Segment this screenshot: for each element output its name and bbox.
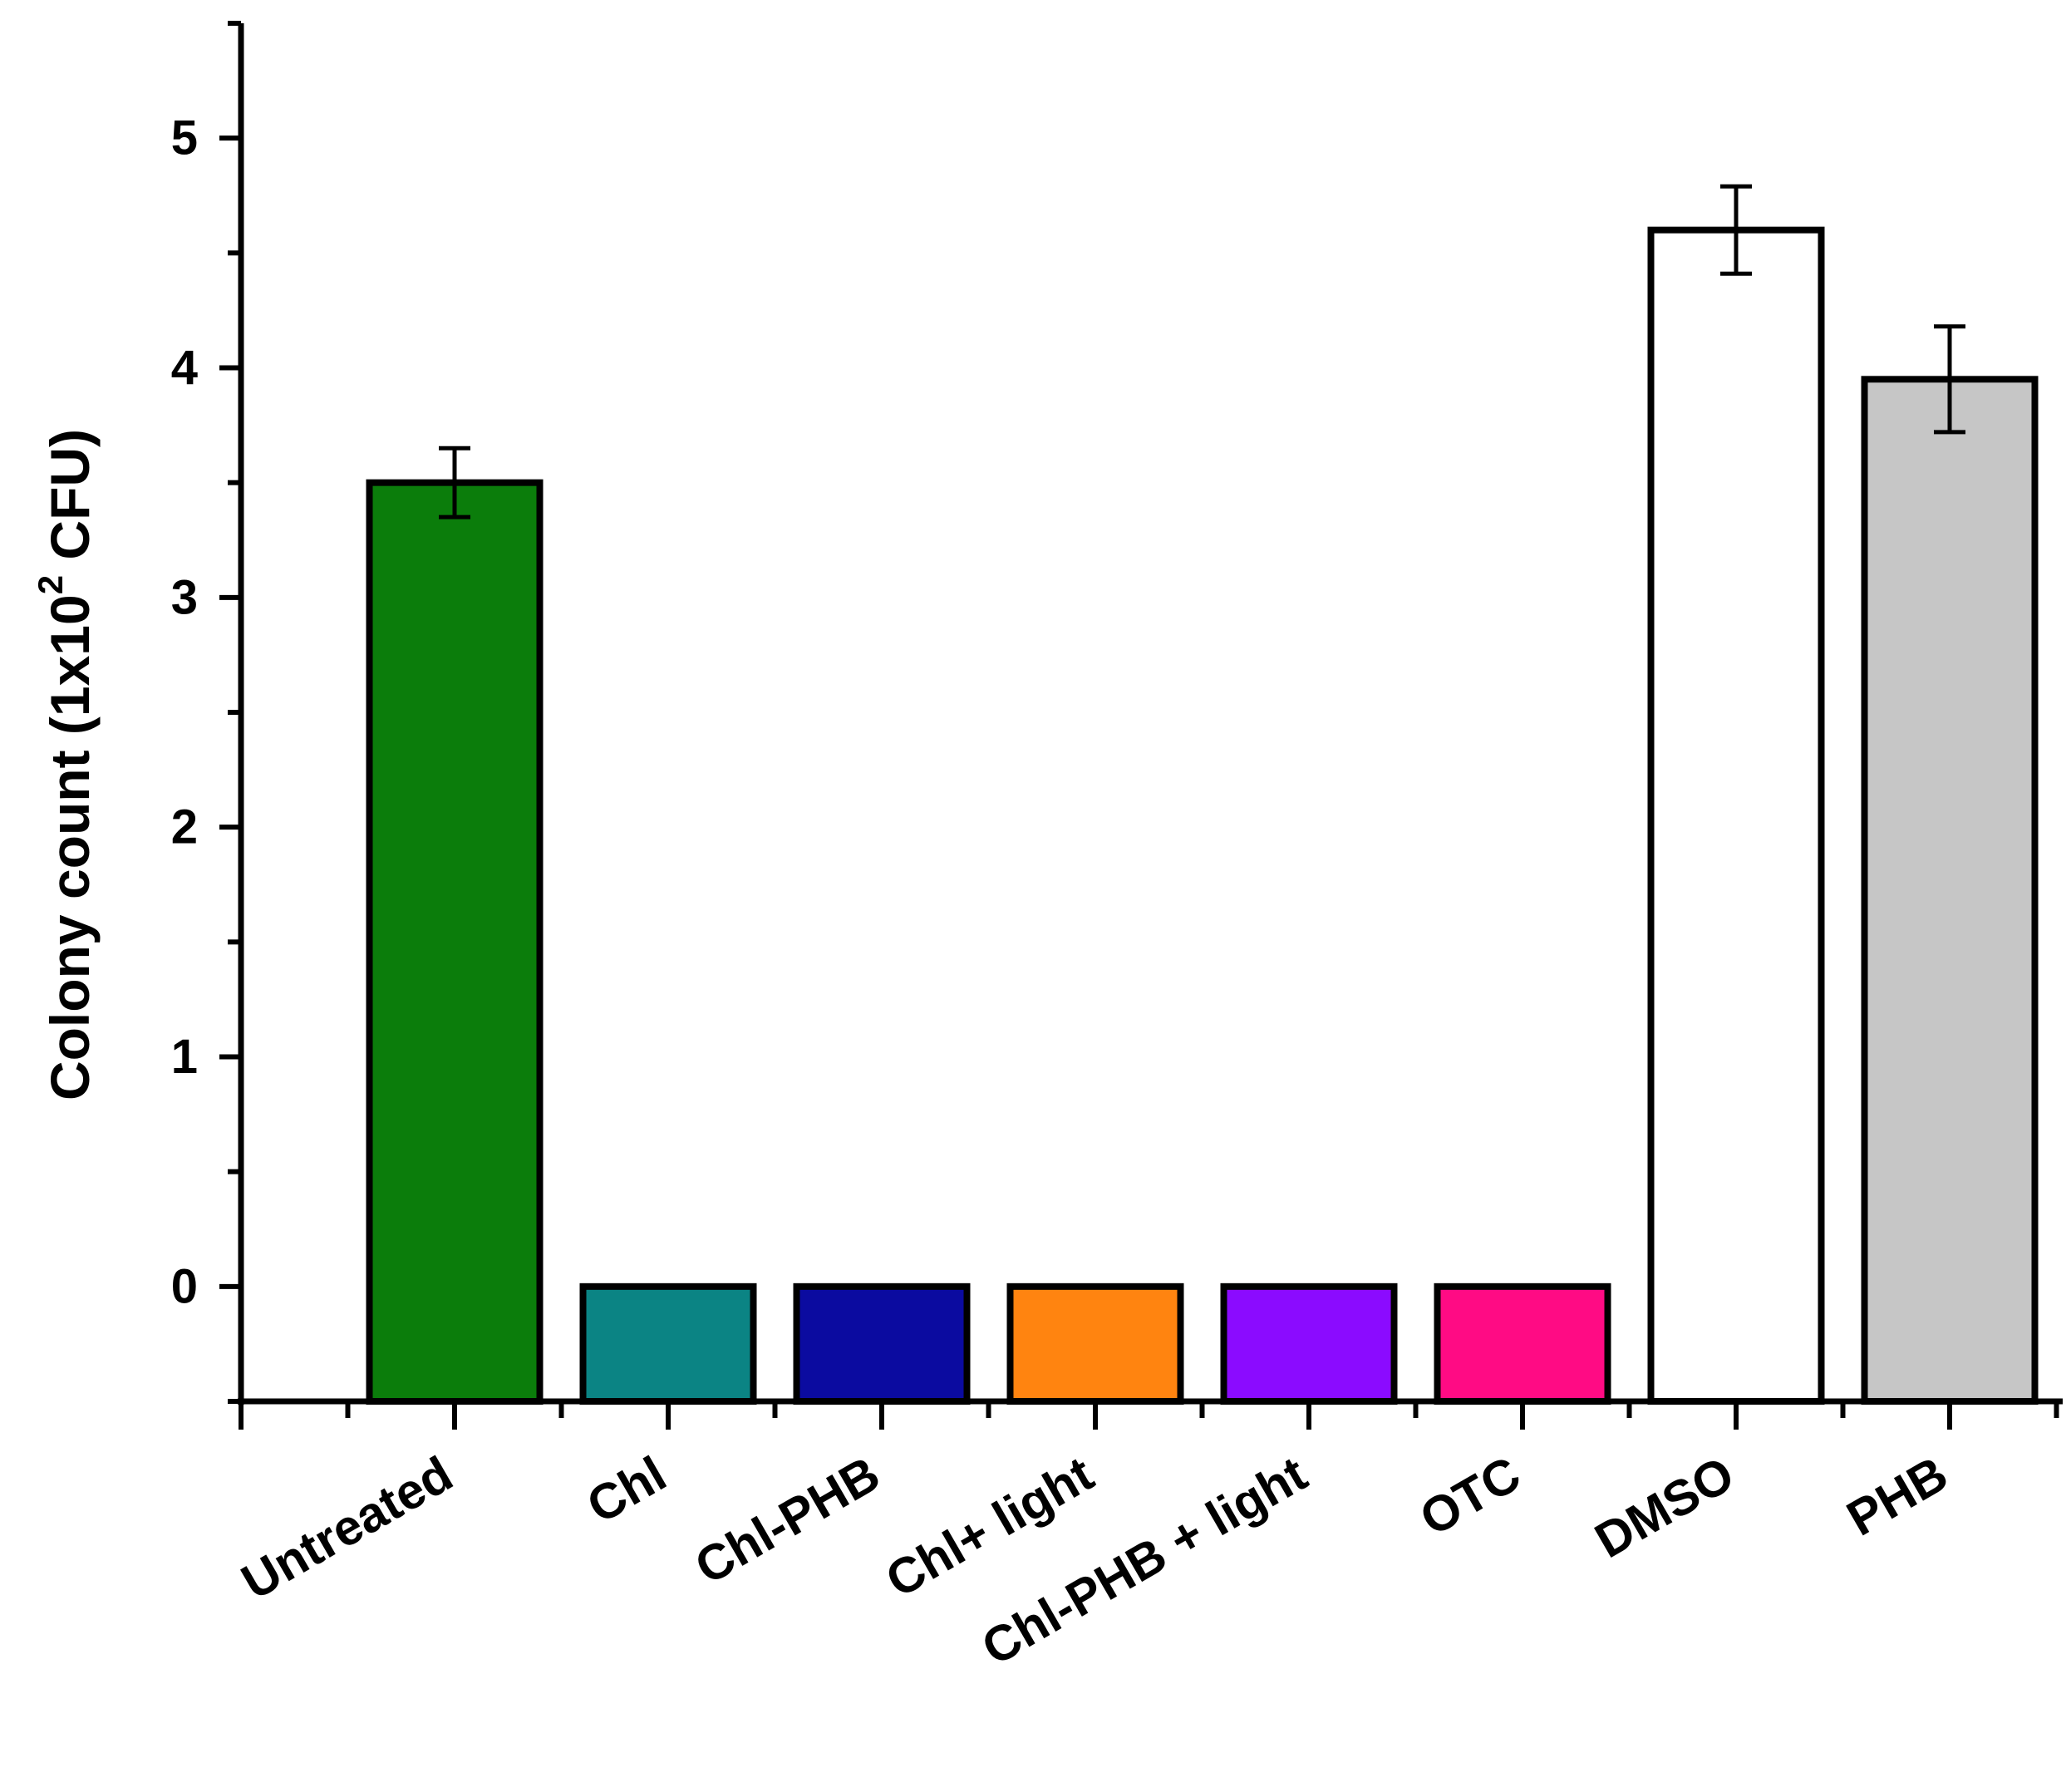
x-tick-label-7: PHB bbox=[1837, 1445, 1956, 1546]
bar-5 bbox=[1434, 1282, 1611, 1406]
bar-1 bbox=[579, 1282, 757, 1406]
bar-6 bbox=[1647, 226, 1825, 1406]
y-tick-label-2: 2 bbox=[171, 800, 198, 854]
y-tick-label-1: 1 bbox=[171, 1030, 198, 1084]
error-bar-0 bbox=[439, 446, 470, 519]
y-tick-label-4: 4 bbox=[171, 341, 198, 395]
x-tick-label-5: OTC bbox=[1410, 1445, 1529, 1546]
y-tick-label-0: 0 bbox=[171, 1259, 198, 1313]
y-tick-label-3: 3 bbox=[171, 570, 198, 624]
y-axis-title-tail: CFU) bbox=[39, 429, 101, 575]
bars-layer bbox=[366, 226, 2039, 1406]
y-tick-labels: 0 1 2 3 4 5 bbox=[171, 111, 198, 1314]
y-tick-label-5: 5 bbox=[171, 111, 198, 165]
bar-4 bbox=[1220, 1282, 1398, 1406]
x-tick-label-6: DMSO bbox=[1586, 1445, 1743, 1568]
axes-layer bbox=[219, 21, 2063, 1430]
y-axis-title-main: Colony count (1x10 bbox=[39, 594, 101, 1100]
x-tick-label-1: Chl bbox=[578, 1445, 675, 1534]
bar-2 bbox=[793, 1282, 971, 1406]
bar-0 bbox=[366, 479, 544, 1406]
y-axis-title: Colony count (1x102 CFU) bbox=[31, 429, 101, 1100]
y-axis-title-superscript: 2 bbox=[31, 575, 70, 594]
x-tick-label-0: Untreated bbox=[232, 1445, 461, 1610]
error-bar-6 bbox=[1720, 184, 1752, 276]
error-bar-7 bbox=[1934, 324, 1965, 435]
error-bars-layer bbox=[439, 184, 1965, 519]
x-tick-label-2: Chl-PHB bbox=[686, 1445, 888, 1595]
bar-7 bbox=[1861, 376, 2039, 1406]
bar-3 bbox=[1006, 1282, 1184, 1406]
